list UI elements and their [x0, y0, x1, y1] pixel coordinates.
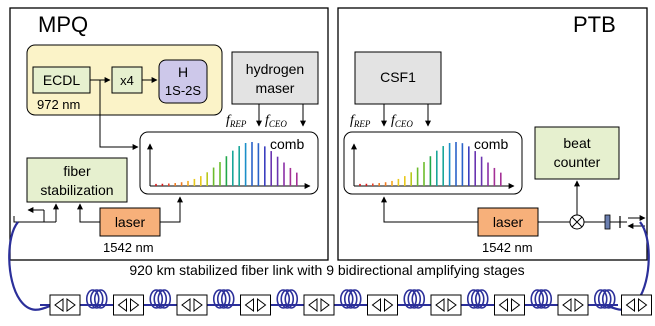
ptb-comb-box — [343, 131, 523, 195]
hydrogen-maser-box — [231, 51, 319, 105]
fiber-spool-loop — [466, 289, 481, 309]
fiber-spool-loop — [411, 289, 426, 309]
amplifier-right-triangle — [193, 298, 203, 312]
amplifier-box — [367, 294, 398, 316]
fiber-stabilization-box — [26, 157, 128, 203]
fiber-spool-loop — [89, 289, 104, 309]
mpq-comb-box — [139, 131, 319, 195]
ecdl-box — [32, 66, 91, 94]
amplifier-box — [494, 294, 525, 316]
mpq-f-ceo: fCEO — [265, 113, 287, 129]
amplifier-box — [557, 294, 589, 316]
fiber-spool-loop — [157, 289, 172, 309]
amplifier-left-triangle — [371, 298, 381, 312]
amplifier-right-triangle — [511, 298, 521, 312]
amplifier-right-triangle — [257, 298, 267, 312]
amplifier-box — [621, 294, 652, 316]
ecdl-wavelength: 972 nm — [37, 97, 80, 112]
h-transition-label: 1S-2S — [165, 83, 201, 98]
ecdl-label: ECDL — [43, 72, 81, 88]
fiber-spool-loop — [530, 289, 545, 309]
amplifier-box — [303, 294, 335, 316]
amplifier-box — [113, 294, 144, 316]
fiber-spool-loop — [538, 289, 553, 309]
ptb-f-ceo: fCEO — [391, 113, 413, 129]
amplifier-right-triangle — [638, 298, 648, 312]
ptb-laser-label: laser — [493, 214, 524, 230]
amplifier-left-triangle — [117, 298, 127, 312]
amplifier-left-triangle — [54, 298, 64, 312]
frequency-quadrupler-box — [111, 66, 143, 94]
ptb-comb-label: comb — [474, 136, 508, 152]
fiber-left-lead — [8, 221, 51, 311]
amplifier-left-triangle — [498, 298, 508, 312]
amplifier-left-triangle — [625, 298, 635, 312]
mpq-title: MPQ — [38, 12, 88, 37]
amplifier-right-triangle — [130, 298, 140, 312]
fiber-spool-loop — [220, 289, 235, 309]
fiber-spool-loop — [403, 289, 418, 309]
h-label: H — [178, 64, 188, 80]
fiber-spool-loop — [597, 289, 612, 309]
mpq-laser-label: laser — [115, 214, 146, 230]
fiber-stab-label-2: stabilization — [40, 182, 113, 198]
link-caption: 920 km stabilized fiber link with 9 bidi… — [129, 262, 524, 278]
fiber-spool-loop — [149, 289, 164, 309]
amplifier-left-triangle — [181, 298, 191, 312]
fiber-spool-loop — [343, 289, 358, 309]
fiber-stab-label-1: fiber — [63, 163, 91, 179]
beat-label-1: beat — [563, 135, 590, 151]
fiber-spool-loop — [216, 289, 231, 309]
amplifier-box — [176, 294, 208, 316]
amplifier-box — [49, 294, 81, 316]
fiber-spool-loop — [153, 289, 168, 309]
amplifier-right-triangle — [574, 298, 584, 312]
csf1-box — [354, 51, 442, 105]
amplifier-box — [430, 294, 462, 316]
mpq-f-rep: fREP — [226, 113, 247, 129]
amplifier-stages — [49, 294, 652, 316]
faraday-mirror-icon — [604, 214, 611, 230]
fiber-spool-loop — [85, 289, 100, 309]
fiber-spool-loop — [280, 289, 295, 309]
mpq-comb-label: comb — [270, 136, 304, 152]
fiber-spool-loop — [601, 289, 616, 309]
mpq-laser-wavelength: 1542 nm — [103, 240, 154, 255]
fiber-spool-loop — [534, 289, 549, 309]
fiber-spool-loop — [212, 289, 227, 309]
fiber-spool-loop — [93, 289, 108, 309]
maser-label-2: maser — [256, 80, 295, 96]
beat-label-2: counter — [554, 154, 601, 170]
amplifier-box — [240, 294, 271, 316]
amplifier-left-triangle — [562, 298, 572, 312]
hydrogen-spectroscopy-box — [158, 59, 208, 104]
beat-counter-box — [534, 126, 620, 180]
fiber-spool-loop — [339, 289, 354, 309]
ptb-f-rep: fREP — [350, 113, 371, 129]
mpq-comb-spectrum — [155, 142, 298, 186]
amplifier-left-triangle — [435, 298, 445, 312]
maser-label-1: hydrogen — [246, 61, 304, 77]
amplifier-right-triangle — [66, 298, 76, 312]
fiber-spools — [85, 289, 616, 309]
fiber-spool-loop — [474, 289, 489, 309]
fiber-spool-loop — [347, 289, 362, 309]
ptb-comb-spectrum — [359, 142, 502, 186]
amplifier-left-triangle — [244, 298, 254, 312]
ptb-title: PTB — [573, 12, 616, 37]
amplifier-right-triangle — [447, 298, 457, 312]
amplifier-left-triangle — [308, 298, 318, 312]
amplifier-right-triangle — [320, 298, 330, 312]
fiber-spool-loop — [407, 289, 422, 309]
fiber-spool-loop — [276, 289, 291, 309]
fiber-spool-loop — [593, 289, 608, 309]
amplifier-right-triangle — [384, 298, 394, 312]
fiber-spool-loop — [470, 289, 485, 309]
quadrupler-label: x4 — [120, 73, 134, 88]
csf1-label: CSF1 — [380, 69, 416, 85]
ptb-laser-wavelength: 1542 nm — [482, 240, 533, 255]
fiber-spool-loop — [284, 289, 299, 309]
